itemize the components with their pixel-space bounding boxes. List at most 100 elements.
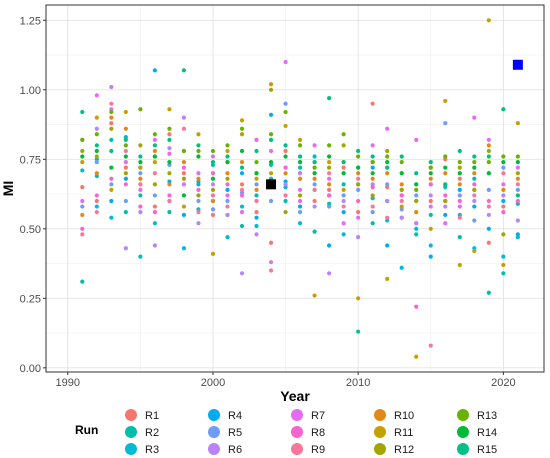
- point-r6: [414, 221, 419, 226]
- point-r11: [123, 109, 128, 115]
- point-r3: [94, 204, 99, 209]
- legend-label: R1: [145, 410, 159, 422]
- point-r7: [167, 151, 172, 156]
- point-r2: [457, 235, 462, 240]
- point-r13: [472, 159, 477, 165]
- point-r4: [341, 210, 346, 215]
- point-r9: [472, 193, 477, 198]
- point-r7: [457, 204, 462, 209]
- point-r4: [385, 243, 390, 248]
- point-r11: [167, 107, 172, 112]
- point-r7: [370, 143, 375, 148]
- point-r2: [472, 176, 477, 181]
- point-r11: [501, 262, 506, 268]
- point-r4: [196, 182, 201, 187]
- point-r6: [428, 193, 433, 198]
- point-r4: [152, 68, 157, 73]
- point-r5: [80, 204, 85, 209]
- point-r8: [181, 165, 187, 170]
- point-r5: [370, 210, 375, 215]
- point-r4: [486, 226, 491, 231]
- point-r1: [181, 171, 187, 176]
- point-r9: [94, 210, 99, 215]
- point-r12: [297, 193, 303, 198]
- point-r9: [268, 268, 274, 273]
- point-r2: [414, 232, 419, 237]
- point-r13: [515, 154, 520, 159]
- point-r10: [399, 182, 404, 187]
- point-r2: [312, 229, 317, 234]
- point-r2: [138, 193, 143, 198]
- point-r13: [167, 126, 172, 131]
- point-r1: [312, 198, 317, 204]
- point-r3: [138, 254, 143, 259]
- point-r14: [399, 171, 404, 176]
- point-r7: [428, 204, 433, 209]
- point-r8: [414, 304, 419, 309]
- point-r12: [472, 187, 477, 192]
- x-axis-title: Year: [280, 388, 310, 404]
- point-r11: [443, 98, 448, 104]
- point-r15: [414, 171, 419, 176]
- point-r2: [123, 210, 128, 215]
- point-r12: [268, 87, 274, 92]
- point-r6: [515, 218, 520, 223]
- legend-label: R11: [394, 427, 413, 439]
- point-r13: [486, 159, 491, 165]
- legend-key: [208, 409, 220, 421]
- point-r10: [370, 176, 375, 181]
- point-r1: [501, 204, 506, 209]
- point-r11: [457, 262, 462, 268]
- point-r13: [356, 154, 361, 159]
- point-r10: [239, 159, 245, 165]
- point-r15: [138, 154, 143, 159]
- point-r6: [486, 212, 491, 218]
- point-r7: [210, 154, 216, 159]
- point-r14: [123, 154, 128, 159]
- point-r7: [515, 165, 520, 170]
- point-r11: [138, 165, 143, 170]
- point-r6: [181, 115, 187, 120]
- point-r15: [109, 148, 114, 154]
- point-r5: [486, 187, 491, 192]
- point-r12: [210, 187, 216, 192]
- point-r15: [399, 154, 404, 159]
- point-r5: [443, 121, 448, 126]
- point-r11: [327, 159, 332, 165]
- point-r9: [399, 198, 404, 204]
- point-r12: [457, 165, 462, 170]
- point-r15: [486, 154, 491, 159]
- point-r13: [268, 132, 274, 137]
- point-r14: [327, 154, 332, 159]
- point-r1: [80, 185, 85, 190]
- point-r14: [370, 171, 375, 176]
- point-r9: [167, 198, 172, 204]
- point-r10: [385, 171, 390, 176]
- point-r14: [167, 159, 172, 165]
- point-r6: [399, 215, 404, 220]
- point-r4: [297, 204, 303, 209]
- legend-key: [374, 409, 386, 421]
- point-r14: [297, 159, 303, 165]
- point-r3: [312, 154, 317, 159]
- point-r13: [414, 187, 419, 192]
- legend-key: [457, 409, 469, 421]
- point-r12: [327, 165, 332, 170]
- point-r5: [515, 187, 520, 192]
- point-r8: [196, 187, 201, 192]
- point-r9: [181, 126, 187, 131]
- point-r8: [370, 185, 375, 190]
- point-r13: [152, 132, 157, 137]
- point-r8: [138, 204, 143, 209]
- point-r5: [327, 204, 332, 209]
- point-r15: [80, 109, 85, 115]
- point-r1: [268, 240, 274, 245]
- point-r4: [109, 198, 114, 204]
- y-tick-label: 0.75: [20, 154, 41, 166]
- point-r5: [94, 159, 99, 165]
- point-r5: [283, 101, 288, 106]
- point-r10: [167, 182, 172, 187]
- point-r4: [225, 187, 230, 192]
- point-r11: [385, 276, 390, 281]
- point-r5: [501, 165, 506, 170]
